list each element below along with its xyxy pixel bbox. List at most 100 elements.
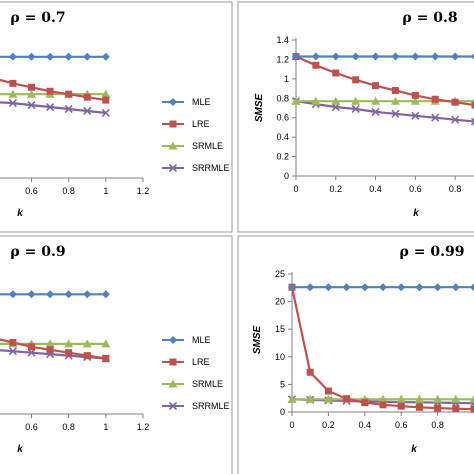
legend-label: SRMLE [192, 141, 223, 151]
x-tick-label: 0.8 [431, 420, 444, 430]
legend-label: LRE [192, 119, 210, 129]
panel-frame [237, 235, 474, 474]
point-srmle [396, 394, 406, 403]
y-axis-label: SMSE [254, 94, 265, 123]
point-lre [411, 91, 419, 99]
point-lre [306, 368, 314, 376]
legend-item-mle: MLE [162, 97, 211, 107]
point-lre [9, 79, 17, 87]
point-lre [352, 76, 360, 84]
y-tick-label: 0.6 [276, 113, 289, 123]
point-mle [83, 52, 92, 61]
point-srrmle [46, 102, 55, 112]
point-lre [379, 401, 387, 409]
x-tick-label: 0.4 [359, 420, 372, 430]
point-lre [415, 403, 423, 411]
x-tick-label: 1.2 [137, 422, 150, 432]
point-lre [102, 355, 110, 363]
y-tick-label: 5 [280, 379, 285, 389]
y-tick-label: 15 [275, 324, 285, 334]
legend-label: MLE [192, 335, 211, 345]
point-mle [324, 283, 333, 292]
point-mle [83, 290, 92, 299]
legend-marker [168, 401, 178, 411]
series-group [287, 283, 474, 413]
point-srmle [323, 394, 333, 403]
legend-label: SRRMLE [192, 401, 230, 411]
point-srmle [291, 96, 301, 105]
point-srmle [101, 339, 111, 348]
x-tick-label: 0.2 [330, 184, 343, 194]
point-srmle [371, 96, 381, 105]
chart-panel-2: 0 0.2 0.4 0.6 0.8 0 0.2 0.4 0.6 0.8 1 1.2 1.4 ρ = 0.8… [237, 1, 474, 233]
point-srmle [390, 96, 400, 105]
point-srmle [64, 339, 74, 348]
y-tick-label: 25 [275, 269, 285, 279]
point-mle [311, 52, 320, 61]
point-srrmle [27, 100, 36, 110]
point-mle [64, 52, 73, 61]
point-lre [9, 338, 17, 346]
point-srmle [27, 89, 36, 98]
point-lre [343, 395, 351, 403]
series-group [0, 52, 111, 118]
legend-marker [169, 358, 177, 366]
point-mle [351, 52, 360, 61]
legend: MLE LRE SRMLE SRRMLE [162, 97, 230, 173]
legend-item-lre: LRE [162, 119, 210, 129]
panel-frame [0, 1, 233, 233]
point-lre [28, 83, 35, 91]
point-srmle [311, 96, 321, 105]
point-mle [433, 283, 442, 292]
x-tick-label: 0.4 [369, 184, 382, 194]
point-mle [331, 52, 340, 61]
legend-label: SRMLE [192, 379, 223, 389]
point-mle [101, 52, 110, 61]
point-mle [415, 283, 424, 292]
x-axis-label: k [411, 444, 417, 455]
point-lre [28, 343, 35, 351]
point-srrmle [8, 347, 17, 356]
point-lre [451, 98, 459, 106]
point-srmle [451, 394, 461, 403]
point-lre [102, 96, 110, 104]
panel-title: ρ = 0.99 [400, 244, 465, 260]
legend-marker [168, 379, 178, 388]
point-mle [470, 283, 474, 292]
series-line-srrmle [295, 100, 474, 123]
series-group [291, 52, 474, 126]
point-srrmle [83, 106, 92, 116]
legend-label: LRE [192, 357, 210, 367]
point-mle [471, 53, 474, 60]
y-tick-label: 20 [275, 297, 285, 307]
point-lre [46, 346, 54, 354]
point-srrmle [431, 113, 440, 122]
y-tick-label: 1.2 [276, 54, 289, 64]
point-srmle [101, 89, 111, 98]
point-srmle [410, 96, 420, 105]
x-tick-label: 0.6 [395, 420, 408, 430]
x-tick-label: 0.6 [409, 184, 422, 194]
panel-title: ρ = 0.7 [10, 10, 65, 26]
point-mle [8, 290, 17, 299]
point-lre [83, 93, 91, 101]
legend-item-srmle: SRMLE [162, 379, 223, 389]
y-tick-label: 0.2 [276, 152, 289, 162]
point-mle [431, 52, 440, 61]
point-lre [397, 402, 405, 410]
point-lre [391, 87, 399, 95]
point-srrmle [391, 109, 400, 118]
legend-item-srrmle: SRRMLE [162, 163, 230, 173]
legend-item-lre: LRE [162, 357, 210, 367]
legend-marker [168, 163, 178, 173]
point-lre [471, 101, 474, 109]
point-mle [64, 290, 73, 299]
y-tick-label: 1 [284, 74, 289, 84]
point-lre [332, 69, 340, 77]
point-srrmle [470, 117, 474, 126]
point-mle [342, 283, 351, 292]
x-tick-label: 0 [293, 184, 298, 194]
point-srmle [305, 394, 315, 403]
point-mle [288, 283, 296, 292]
legend-marker [169, 120, 177, 128]
